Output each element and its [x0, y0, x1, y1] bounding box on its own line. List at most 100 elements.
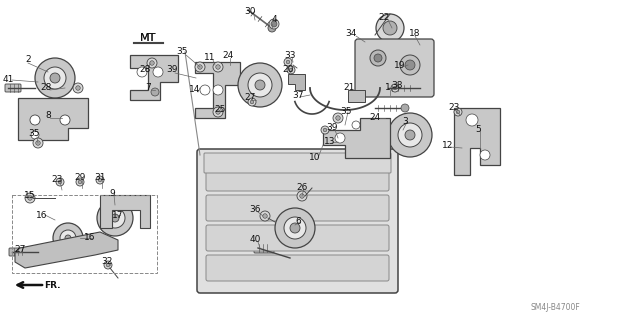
Circle shape: [56, 178, 64, 186]
Polygon shape: [15, 232, 118, 268]
Text: 4: 4: [271, 16, 277, 25]
Circle shape: [260, 211, 270, 221]
Circle shape: [391, 84, 399, 92]
Circle shape: [336, 116, 340, 120]
FancyBboxPatch shape: [206, 255, 389, 281]
Text: 41: 41: [3, 76, 13, 85]
FancyBboxPatch shape: [197, 149, 398, 293]
Text: 23: 23: [51, 175, 63, 184]
Circle shape: [213, 62, 223, 72]
Circle shape: [58, 180, 62, 184]
Circle shape: [28, 196, 32, 200]
Bar: [12, 195, 157, 273]
Text: 10: 10: [309, 153, 321, 162]
Circle shape: [216, 110, 220, 114]
Circle shape: [238, 63, 282, 107]
FancyBboxPatch shape: [355, 39, 434, 97]
Circle shape: [65, 235, 71, 241]
Circle shape: [106, 263, 110, 267]
Circle shape: [383, 21, 397, 35]
Circle shape: [286, 60, 290, 64]
Text: 22: 22: [378, 13, 390, 23]
Text: 2: 2: [25, 56, 31, 64]
Text: SM4J-B4700F: SM4J-B4700F: [530, 303, 580, 313]
Circle shape: [153, 67, 163, 77]
Text: 3: 3: [402, 117, 408, 127]
FancyBboxPatch shape: [206, 165, 389, 191]
Text: 13: 13: [324, 137, 336, 146]
Circle shape: [31, 131, 39, 139]
Circle shape: [272, 22, 276, 26]
Text: 40: 40: [250, 235, 260, 244]
FancyBboxPatch shape: [254, 244, 274, 253]
Text: 33: 33: [284, 50, 296, 60]
Text: 23: 23: [448, 103, 460, 113]
Text: 38: 38: [391, 80, 403, 90]
Circle shape: [35, 58, 75, 98]
Text: 35: 35: [28, 129, 40, 137]
Circle shape: [480, 150, 490, 160]
Circle shape: [352, 121, 360, 129]
Circle shape: [96, 176, 104, 184]
Text: 14: 14: [189, 85, 201, 94]
Circle shape: [137, 67, 147, 77]
Circle shape: [53, 223, 83, 253]
Circle shape: [370, 50, 386, 66]
Circle shape: [269, 19, 279, 29]
Text: 28: 28: [40, 83, 52, 92]
Circle shape: [216, 65, 220, 69]
Circle shape: [454, 108, 462, 116]
Circle shape: [388, 113, 432, 157]
Circle shape: [195, 62, 205, 72]
Circle shape: [150, 61, 154, 65]
Text: 21: 21: [343, 84, 355, 93]
Polygon shape: [288, 74, 305, 90]
Text: 39: 39: [326, 123, 338, 132]
Circle shape: [275, 208, 315, 248]
Text: 9: 9: [109, 189, 115, 198]
Circle shape: [405, 60, 415, 70]
Circle shape: [200, 85, 210, 95]
Circle shape: [401, 104, 409, 112]
Circle shape: [213, 85, 223, 95]
Text: 26: 26: [296, 183, 308, 192]
Text: MT: MT: [140, 33, 156, 43]
Text: 37: 37: [292, 91, 304, 100]
Text: 31: 31: [94, 174, 106, 182]
Polygon shape: [18, 98, 88, 140]
Circle shape: [400, 55, 420, 75]
Circle shape: [98, 178, 102, 182]
Circle shape: [466, 114, 478, 126]
Circle shape: [456, 110, 460, 114]
Text: 12: 12: [442, 140, 454, 150]
Circle shape: [151, 88, 159, 96]
Text: 39: 39: [166, 65, 178, 75]
Text: 16: 16: [36, 211, 48, 219]
Text: 20: 20: [282, 65, 294, 75]
Text: 29: 29: [74, 174, 86, 182]
Circle shape: [44, 67, 66, 89]
Polygon shape: [348, 90, 365, 102]
Circle shape: [111, 214, 119, 222]
Circle shape: [321, 126, 329, 134]
Text: 25: 25: [214, 106, 226, 115]
Text: 34: 34: [346, 29, 356, 39]
Text: 11: 11: [204, 54, 216, 63]
Circle shape: [376, 14, 404, 42]
Circle shape: [33, 138, 43, 148]
Circle shape: [284, 217, 306, 239]
Circle shape: [374, 54, 382, 62]
Circle shape: [248, 73, 272, 97]
Circle shape: [60, 115, 70, 125]
Circle shape: [398, 123, 422, 147]
Text: 35: 35: [340, 108, 352, 116]
Circle shape: [76, 86, 80, 90]
Text: 19: 19: [394, 61, 406, 70]
Circle shape: [333, 113, 343, 123]
Circle shape: [289, 68, 293, 72]
Circle shape: [60, 230, 76, 246]
Text: 15: 15: [24, 191, 36, 201]
Text: 8: 8: [45, 110, 51, 120]
Circle shape: [287, 66, 295, 74]
Circle shape: [248, 98, 256, 106]
